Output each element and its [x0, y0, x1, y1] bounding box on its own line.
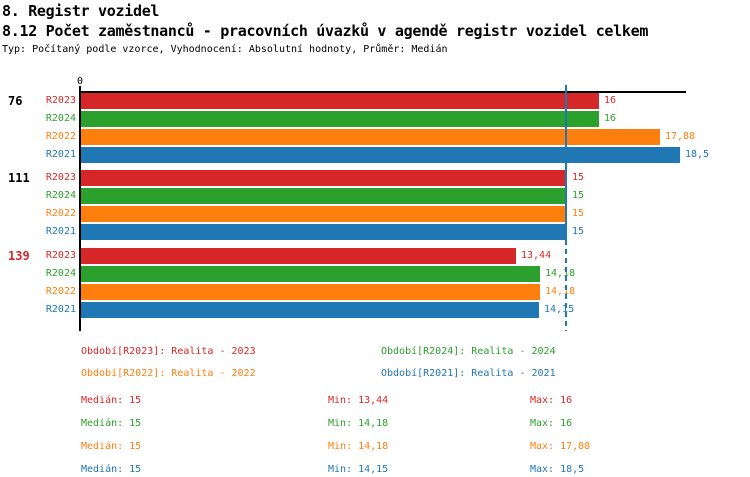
chart-title: 8.12 Počet zaměstnanců - pracovních úvaz… [2, 22, 649, 40]
bar-series-label: R2022 [45, 131, 76, 142]
stat-min: Min: 14,15 [328, 464, 389, 475]
bar-series-label: R2022 [45, 208, 76, 219]
stat-median: Medián: 15 [81, 395, 142, 406]
bar [81, 93, 599, 109]
bar-value-label: 16 [604, 95, 617, 106]
legend-item: Období[R2023]: Realita - 2023 [81, 346, 256, 357]
bar [81, 147, 680, 163]
x-axis-zero-tick-label: 0 [76, 76, 84, 87]
bar [81, 111, 599, 127]
group-label: 139 [8, 249, 30, 263]
bar [81, 170, 567, 186]
bar-series-label: R2023 [45, 250, 76, 261]
bar-series-label: R2021 [45, 304, 76, 315]
stat-max: Max: 17,88 [530, 441, 591, 452]
stat-max: Max: 16 [530, 395, 573, 406]
bar-series-label: R2022 [45, 286, 76, 297]
bar-series-label: R2021 [45, 149, 76, 160]
group-label: 111 [8, 171, 30, 185]
chart-subtitle: Typ: Počítaný podle vzorce, Vyhodnocení:… [2, 44, 448, 55]
bar-value-label: 15 [572, 226, 585, 237]
bar-series-label: R2024 [45, 268, 76, 279]
bar-series-label: R2024 [45, 113, 76, 124]
bar [81, 206, 567, 222]
bar [81, 266, 540, 282]
stat-min: Min: 14,18 [328, 441, 389, 452]
bar [81, 188, 567, 204]
bar-value-label: 14,18 [545, 268, 576, 279]
bar [81, 224, 567, 240]
stat-median: Medián: 15 [81, 464, 142, 475]
bar-value-label: 13,44 [521, 250, 552, 261]
bar-value-label: 14,15 [544, 304, 575, 315]
bar-series-label: R2023 [45, 95, 76, 106]
stat-max: Max: 16 [530, 418, 573, 429]
bar-value-label: 17,88 [665, 131, 696, 142]
stat-median: Medián: 15 [81, 441, 142, 452]
bar-value-label: 15 [572, 208, 585, 219]
stat-min: Min: 14,18 [328, 418, 389, 429]
median-line [565, 85, 567, 240]
bar [81, 302, 539, 318]
bar-value-label: 14,18 [545, 286, 576, 297]
legend-item: Období[R2021]: Realita - 2021 [381, 368, 556, 379]
bar [81, 248, 516, 264]
bar-series-label: R2023 [45, 172, 76, 183]
page-title: 8. Registr vozidel [2, 2, 160, 20]
bar-series-label: R2024 [45, 190, 76, 201]
bar [81, 129, 660, 145]
median-line-dashed [565, 240, 567, 331]
bar-chart: 0 76 R2023 16 R2024 16 R2022 17,88 R2021 18,5 111… [8, 76, 710, 331]
bar [81, 284, 540, 300]
bar-series-label: R2021 [45, 226, 76, 237]
group-label: 76 [8, 94, 23, 108]
y-axis-line [79, 86, 81, 331]
stat-min: Min: 13,44 [328, 395, 389, 406]
legend-item: Období[R2024]: Realita - 2024 [381, 346, 556, 357]
stat-max: Max: 18,5 [530, 464, 585, 475]
bar-value-label: 15 [572, 172, 585, 183]
bar-value-label: 16 [604, 113, 617, 124]
stat-median: Medián: 15 [81, 418, 142, 429]
x-axis-top-line [80, 91, 686, 93]
legend-item: Období[R2022]: Realita - 2022 [81, 368, 256, 379]
bar-value-label: 18,5 [685, 149, 710, 160]
bar-value-label: 15 [572, 190, 585, 201]
